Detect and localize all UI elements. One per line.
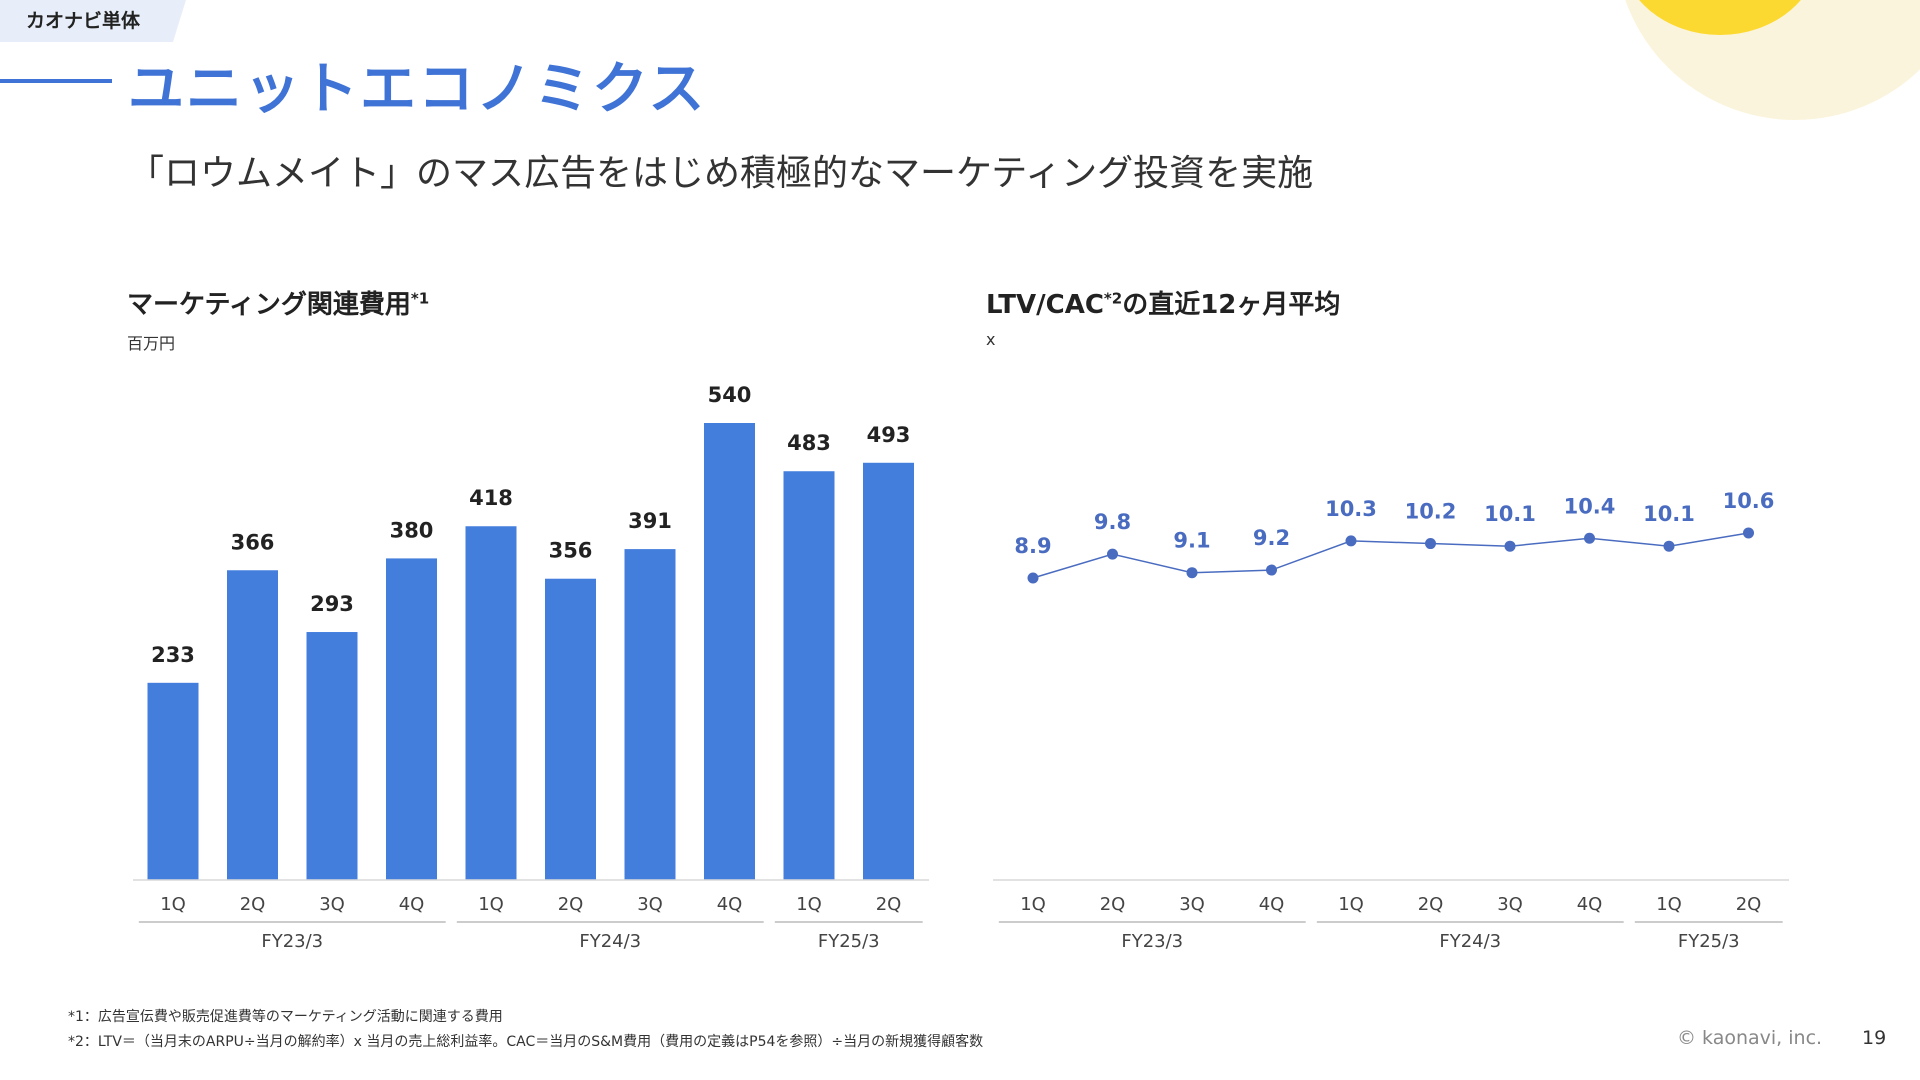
line-point (1743, 527, 1754, 539)
bar-tick-label: 2Q (558, 894, 584, 915)
bar-value-label: 418 (469, 486, 513, 510)
line-tick-label: 3Q (1179, 894, 1205, 915)
bar (545, 578, 596, 880)
title-accent-line (0, 79, 112, 83)
left-chart-title-text: マーケティング関連費用 (127, 290, 411, 320)
bar-value-label: 493 (867, 423, 911, 447)
bar-group-label: FY24/3 (579, 931, 641, 952)
line-tick-label: 4Q (1577, 894, 1603, 915)
right-chart-title: LTV/CAC*2の直近12ヶ月平均 (986, 284, 1340, 321)
bar-value-label: 483 (787, 431, 831, 455)
line-point (1425, 538, 1436, 550)
bar-tick-label: 2Q (876, 894, 902, 915)
bar-value-label: 540 (708, 383, 752, 407)
bar (624, 549, 676, 880)
line-point (1504, 540, 1516, 552)
bar (783, 471, 835, 880)
scope-tag: カオナビ単体 (0, 0, 186, 42)
line-value-label: 8.9 (1014, 534, 1051, 558)
page-number: 19 (1862, 1027, 1887, 1049)
line-point (1266, 564, 1277, 576)
line-tick-label: 1Q (1656, 894, 1682, 915)
copyright: © kaonavi, inc. (1677, 1027, 1823, 1049)
page-subtitle: 「ロウムメイト」のマス広告をはじめ積極的なマーケティング投資を実施 (128, 153, 1314, 194)
line-value-label: 10.2 (1405, 500, 1457, 524)
bar-value-label: 380 (390, 518, 434, 542)
line-group-label: FY25/3 (1678, 931, 1740, 952)
bar-tick-label: 2Q (240, 894, 266, 915)
bar (227, 570, 278, 880)
footnotes: *1：広告宣伝費や販売促進費等のマーケティング活動に関連する費用 *2：LTV＝… (68, 1005, 983, 1055)
line-point (1186, 567, 1198, 579)
line-point (1107, 548, 1118, 560)
bar-value-label: 293 (310, 592, 354, 616)
bar-tick-label: 3Q (319, 894, 345, 915)
line-tick-label: 2Q (1736, 894, 1762, 915)
bar-value-label: 233 (151, 643, 195, 667)
line-value-label: 10.1 (1484, 502, 1536, 526)
line-tick-label: 4Q (1259, 894, 1285, 915)
bar-value-label: 356 (549, 539, 593, 563)
line-tick-label: 3Q (1497, 894, 1523, 915)
line-value-label: 9.2 (1253, 526, 1290, 550)
bar (465, 526, 517, 880)
footnote-2: *2：LTV＝（当月末のARPU÷当月の解約率）x 当月の売上総利益率。CAC＝… (68, 1034, 984, 1050)
bar-group-label: FY23/3 (261, 931, 323, 952)
bar (386, 558, 437, 880)
line-value-label: 10.4 (1564, 494, 1616, 518)
left-chart-unit: 百万円 (127, 334, 176, 353)
line-tick-label: 2Q (1100, 894, 1126, 915)
bar (863, 462, 914, 880)
line-tick-label: 1Q (1020, 894, 1046, 915)
ltv-cac-series-line (1032, 532, 1749, 579)
left-chart-title-note: *1 (410, 289, 430, 308)
line-value-label: 10.1 (1643, 502, 1695, 526)
line-point (1663, 540, 1675, 552)
bar (704, 423, 755, 880)
bar-tick-label: 3Q (637, 894, 663, 915)
footnote-1: *1：広告宣伝費や販売促進費等のマーケティング活動に関連する費用 (68, 1009, 503, 1025)
right-chart-unit: x (986, 330, 996, 349)
line-tick-label: 1Q (1338, 894, 1364, 915)
right-chart-title-note: *2 (1103, 289, 1123, 308)
right-chart-title-rest: の直近12ヶ月平均 (1122, 290, 1341, 320)
page-title: ユニットエコノミクス (128, 57, 707, 122)
line-value-label: 10.3 (1325, 497, 1377, 521)
line-group-label: FY24/3 (1439, 931, 1501, 952)
bar-group-label: FY25/3 (818, 931, 880, 952)
line-point (1345, 535, 1357, 547)
line-point (1027, 572, 1039, 584)
left-chart-title: マーケティング関連費用*1 (127, 284, 429, 321)
line-point (1584, 532, 1595, 544)
bar-tick-label: 1Q (796, 894, 822, 915)
line-value-label: 10.6 (1723, 489, 1775, 513)
line-value-label: 9.8 (1094, 510, 1131, 534)
bar-tick-label: 4Q (717, 894, 743, 915)
line-value-label: 9.1 (1173, 529, 1210, 553)
bar (147, 682, 199, 880)
line-group-label: FY23/3 (1121, 931, 1183, 952)
bar-value-label: 391 (628, 509, 672, 533)
bar-tick-label: 4Q (399, 894, 425, 915)
bar (306, 632, 358, 880)
right-chart-title-ltvcac: LTV/CAC (986, 290, 1104, 320)
bar-tick-label: 1Q (160, 894, 186, 915)
bar-value-label: 366 (231, 530, 275, 554)
line-tick-label: 2Q (1418, 894, 1444, 915)
bar-tick-label: 1Q (478, 894, 504, 915)
